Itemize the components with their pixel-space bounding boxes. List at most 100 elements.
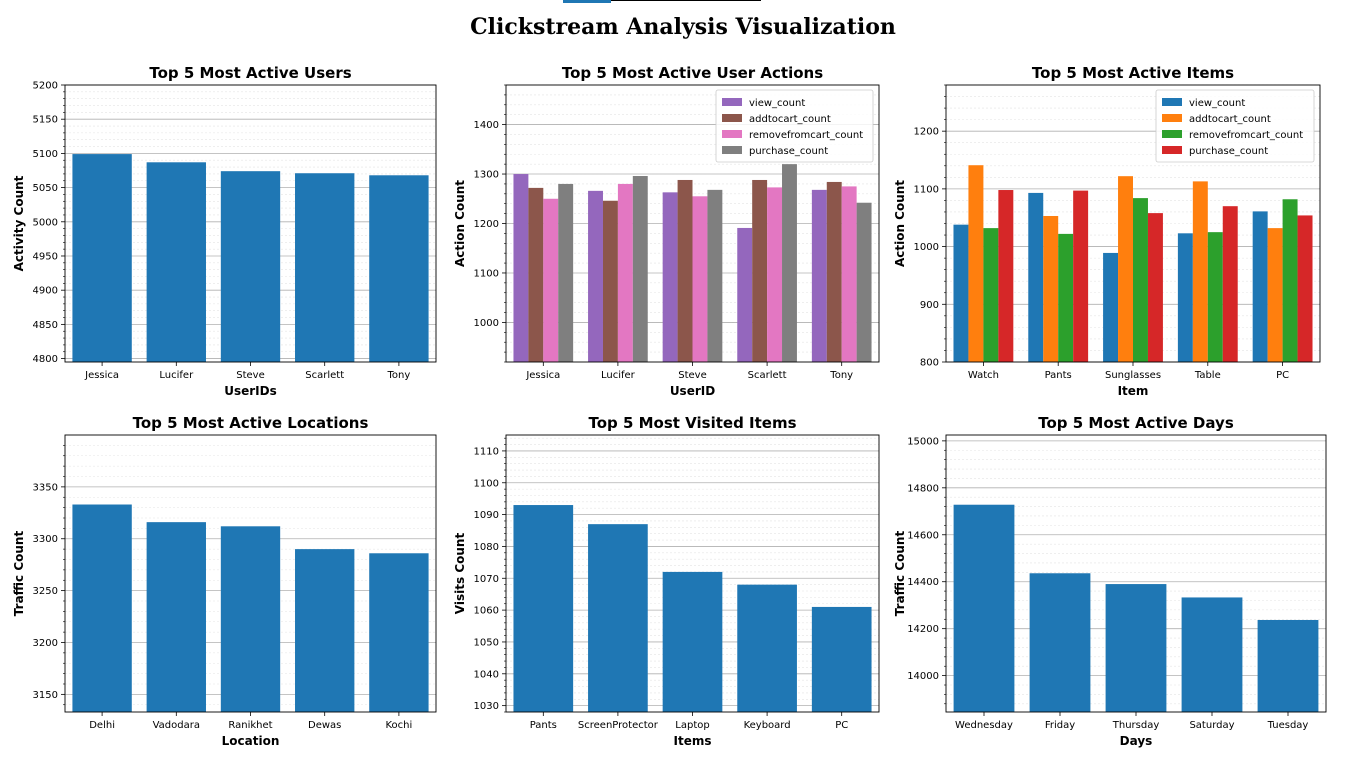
x-tick-label: Thursday bbox=[1112, 720, 1160, 731]
x-tick-label: Lucifer bbox=[601, 370, 636, 381]
bar-addtocart_count-PC bbox=[1267, 228, 1283, 362]
x-tick-label: Scarlett bbox=[305, 370, 344, 381]
bar-Thursday bbox=[1105, 584, 1167, 712]
y-tick-label: 1100 bbox=[474, 268, 499, 279]
chart-title: Top 5 Most Active Items bbox=[1032, 64, 1234, 82]
bar-removefromcart_count-Tony bbox=[841, 186, 857, 362]
bar-Lucifer bbox=[146, 162, 206, 362]
y-tick-label: 900 bbox=[920, 300, 939, 311]
bar-Saturday bbox=[1181, 597, 1243, 712]
bar-purchase_count-Sunglasses bbox=[1147, 213, 1163, 362]
legend-swatch bbox=[722, 98, 742, 106]
bar-Scarlett bbox=[295, 173, 355, 362]
page-title: Clickstream Analysis Visualization bbox=[470, 14, 896, 40]
bar-view_count-Sunglasses bbox=[1103, 252, 1119, 362]
legend-box bbox=[1155, 89, 1315, 163]
legend-box bbox=[715, 89, 874, 163]
y-tick-label: 14800 bbox=[907, 483, 939, 494]
chart-title: Top 5 Most Active Users bbox=[149, 64, 351, 82]
y-tick-label: 14200 bbox=[907, 624, 939, 635]
y-tick-label: 1110 bbox=[474, 446, 499, 457]
bar-view_count-Table bbox=[1177, 233, 1193, 362]
y-axis-label: Action Count bbox=[453, 180, 467, 267]
y-tick-label: 1040 bbox=[474, 669, 499, 680]
legend-swatch bbox=[722, 146, 742, 154]
legend-swatch bbox=[722, 114, 742, 122]
bar-removefromcart_count-Lucifer bbox=[617, 183, 633, 362]
y-tick-label: 1100 bbox=[474, 478, 499, 489]
bar-Keyboard bbox=[737, 584, 797, 712]
bar-Kochi bbox=[369, 553, 429, 712]
bar-view_count-Tony bbox=[811, 189, 827, 362]
bar-removefromcart_count-Watch bbox=[983, 228, 999, 362]
y-tick-label: 1060 bbox=[474, 606, 499, 617]
chart-6: 14000 14200 14400 14600 14800 15000 Wednesday F… bbox=[893, 414, 1327, 748]
x-tick-label: Steve bbox=[678, 370, 707, 381]
y-tick-label: 5050 bbox=[33, 183, 58, 194]
y-tick-label: 1200 bbox=[474, 219, 499, 230]
bar-addtocart_count-Sunglasses bbox=[1118, 176, 1133, 362]
bar-Pants bbox=[513, 505, 574, 712]
chart-1: 4800 4850 4900 4950 5000 5050 5100 5150 5200 Jess… bbox=[12, 64, 437, 398]
y-tick-label: 4900 bbox=[33, 286, 58, 297]
y-tick-label: 4950 bbox=[33, 251, 58, 262]
y-tick-label: 4850 bbox=[33, 320, 58, 331]
y-tick-label: 3250 bbox=[33, 586, 58, 597]
y-tick-label: 1100 bbox=[914, 184, 939, 195]
x-tick-label: Vadodara bbox=[153, 720, 200, 731]
x-tick-label: Delhi bbox=[89, 720, 115, 731]
bar-purchase_count-Table bbox=[1222, 206, 1238, 362]
bar-purchase_count-Jessica bbox=[558, 183, 574, 362]
x-tick-label: Keyboard bbox=[744, 720, 791, 731]
chart-title: Top 5 Most Active Locations bbox=[133, 414, 369, 432]
y-tick-label: 800 bbox=[920, 358, 939, 369]
bar-Wednesday bbox=[953, 504, 1015, 712]
x-tick-label: Tuesday bbox=[1267, 720, 1309, 731]
x-axis-label: UserID bbox=[670, 384, 715, 398]
chart-5: 1030 1040 1050 1060 1070 1080 1090 1100 1110 Pant… bbox=[453, 414, 880, 748]
chart-3: 800 900 1000 1100 1200 Watch Pants Sunglasses Ta… bbox=[893, 64, 1321, 398]
legend: view_count addtocart_count removefromcart_… bbox=[715, 89, 874, 163]
bar-addtocart_count-Watch bbox=[968, 165, 984, 362]
legend-swatch bbox=[1162, 114, 1182, 122]
tab-indicator bbox=[563, 0, 611, 3]
x-axis-label: Location bbox=[222, 734, 280, 748]
bar-addtocart_count-Table bbox=[1192, 181, 1208, 362]
legend-label: addtocart_count bbox=[749, 114, 831, 125]
x-tick-label: Ranikhet bbox=[228, 720, 272, 731]
legend-label: removefromcart_count bbox=[749, 130, 863, 141]
x-tick-label: Pants bbox=[1045, 370, 1072, 381]
bar-Dewas bbox=[295, 549, 355, 712]
legend-label: purchase_count bbox=[1189, 146, 1268, 157]
bar-removefromcart_count-Jessica bbox=[543, 198, 559, 362]
legend: view_count addtocart_count removefromcart_… bbox=[1155, 89, 1315, 163]
bar-removefromcart_count-Pants bbox=[1058, 233, 1074, 362]
x-tick-label: Scarlett bbox=[748, 370, 787, 381]
bar-purchase_count-Scarlett bbox=[782, 164, 797, 362]
bar-view_count-Lucifer bbox=[588, 190, 603, 362]
legend-swatch bbox=[1162, 130, 1182, 138]
y-tick-label: 3300 bbox=[33, 534, 58, 545]
bar-removefromcart_count-Scarlett bbox=[767, 187, 783, 362]
x-axis-label: Item bbox=[1118, 384, 1149, 398]
bar-Delhi bbox=[72, 504, 132, 712]
y-tick-label: 5150 bbox=[33, 115, 58, 126]
legend-swatch bbox=[1162, 98, 1182, 106]
y-tick-label: 14400 bbox=[907, 577, 939, 588]
y-axis-label: Activity Count bbox=[12, 175, 26, 271]
bar-purchase_count-Steve bbox=[707, 189, 723, 362]
y-tick-label: 3200 bbox=[33, 638, 58, 649]
chart-title: Top 5 Most Active Days bbox=[1038, 414, 1234, 432]
bar-Ranikhet bbox=[220, 526, 281, 712]
x-tick-label: PC bbox=[835, 720, 848, 731]
bar-addtocart_count-Jessica bbox=[528, 187, 544, 362]
y-tick-label: 1090 bbox=[474, 510, 499, 521]
x-tick-label: Friday bbox=[1045, 720, 1075, 731]
y-tick-label: 14600 bbox=[907, 530, 939, 541]
bar-addtocart_count-Steve bbox=[677, 179, 693, 362]
y-tick-label: 1080 bbox=[474, 542, 499, 553]
chart-4: 3150 3200 3250 3300 3350 Delhi Vadodara Ranikhe… bbox=[12, 414, 437, 748]
bar-view_count-Scarlett bbox=[737, 227, 753, 362]
x-tick-label: Wednesday bbox=[955, 720, 1013, 731]
bar-Tuesday bbox=[1257, 619, 1319, 712]
